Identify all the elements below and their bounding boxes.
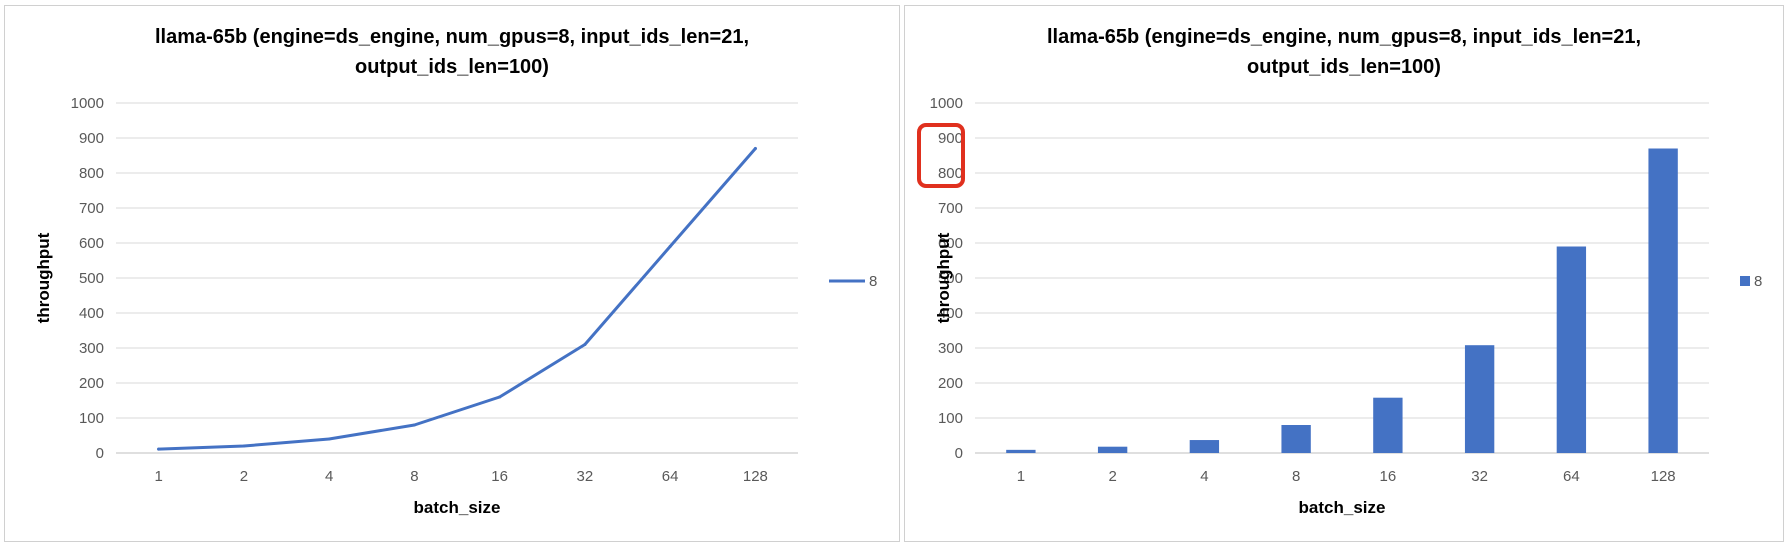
data-point xyxy=(498,395,502,399)
y-tick-label: 100 xyxy=(938,410,963,427)
y-tick-label: 400 xyxy=(938,305,963,322)
y-tick-label: 300 xyxy=(79,340,104,357)
bar-chart: 0 100 200 300 400 500 600 700 800 900 1000 1 2 4 8 16 32… xyxy=(917,95,1762,517)
x-tick-label: 8 xyxy=(410,468,418,485)
chart-title: llama-65b (engine=ds_engine, num_gpus=8,… xyxy=(5,22,899,82)
x-tick-label: 32 xyxy=(1471,468,1488,485)
y-tick-label: 500 xyxy=(79,270,104,287)
x-tick-label: 8 xyxy=(1292,468,1300,485)
x-tick-label: 64 xyxy=(662,468,679,485)
y-tick-label: 800 xyxy=(938,165,963,182)
y-tick-label: 600 xyxy=(938,235,963,252)
y-axis-title: throughput xyxy=(934,232,953,323)
y-tick-label: 400 xyxy=(79,305,104,322)
x-axis-title: batch_size xyxy=(414,498,501,517)
x-tick-label: 1 xyxy=(154,468,162,485)
highlight-box xyxy=(917,123,965,188)
bar xyxy=(1281,425,1311,453)
y-tick-label: 100 xyxy=(79,410,104,427)
y-tick-label: 0 xyxy=(96,445,104,462)
chart-title-line2: output_ids_len=100) xyxy=(355,56,549,78)
y-tick-label: 300 xyxy=(938,340,963,357)
y-tick-label: 200 xyxy=(79,375,104,392)
x-tick-label: 16 xyxy=(1380,468,1397,485)
x-tick-label: 1 xyxy=(1017,468,1025,485)
y-tick-label: 200 xyxy=(938,375,963,392)
bar xyxy=(1556,246,1587,453)
bar xyxy=(1464,345,1495,453)
y-tick-label: 1000 xyxy=(930,95,963,112)
y-tick-label: 1000 xyxy=(71,95,104,112)
y-axis-title: throughput xyxy=(34,232,53,323)
x-tick-label: 64 xyxy=(1563,468,1580,485)
bar xyxy=(1097,446,1128,453)
x-tick-label: 128 xyxy=(1651,468,1676,485)
bar-chart-panel: llama-65b (engine=ds_engine, num_gpus=8,… xyxy=(904,5,1784,542)
data-point xyxy=(668,245,672,248)
legend-label: 8 xyxy=(869,273,877,290)
chart-title: llama-65b (engine=ds_engine, num_gpus=8,… xyxy=(905,22,1783,82)
x-tick-label: 128 xyxy=(743,468,768,485)
x-tick-label: 16 xyxy=(491,468,508,485)
x-tick-label: 2 xyxy=(240,468,248,485)
y-tick-label: 900 xyxy=(79,130,104,147)
data-point xyxy=(753,147,757,150)
bar xyxy=(1006,449,1036,453)
bar xyxy=(1648,148,1678,453)
line-chart-panel: llama-65b (engine=ds_engine, num_gpus=8,… xyxy=(4,5,900,542)
x-tick-label: 4 xyxy=(1200,468,1208,485)
bar xyxy=(1373,397,1403,453)
y-tick-label: 600 xyxy=(79,235,104,252)
data-point xyxy=(412,423,416,427)
x-axis-title: batch_size xyxy=(1299,498,1386,517)
x-tick-label: 4 xyxy=(325,468,333,485)
x-tick-label: 2 xyxy=(1108,468,1116,485)
chart-title-line1: llama-65b (engine=ds_engine, num_gpus=8,… xyxy=(154,26,750,48)
line-chart: 0 100 200 300 400 500 600 700 800 900 1000 1 2 4 8 16 32… xyxy=(34,95,877,517)
data-point xyxy=(583,343,587,346)
y-tick-label: 0 xyxy=(955,445,963,462)
x-tick-label: 32 xyxy=(577,468,594,485)
y-tick-label: 500 xyxy=(938,270,963,287)
data-point xyxy=(157,447,161,451)
y-tick-label: 800 xyxy=(79,165,104,182)
data-point xyxy=(327,437,331,441)
chart-title-line1: llama-65b (engine=ds_engine, num_gpus=8,… xyxy=(1046,26,1642,48)
y-tick-label: 700 xyxy=(79,200,104,217)
chart-title-line2: output_ids_len=100) xyxy=(1247,56,1441,78)
legend-label: 8 xyxy=(1754,273,1762,290)
series-line xyxy=(157,147,757,451)
bar xyxy=(1189,440,1220,453)
y-tick-label: 700 xyxy=(938,200,963,217)
y-tick-label: 900 xyxy=(938,130,963,147)
legend-bar-swatch xyxy=(1740,276,1750,286)
data-point xyxy=(242,444,246,448)
